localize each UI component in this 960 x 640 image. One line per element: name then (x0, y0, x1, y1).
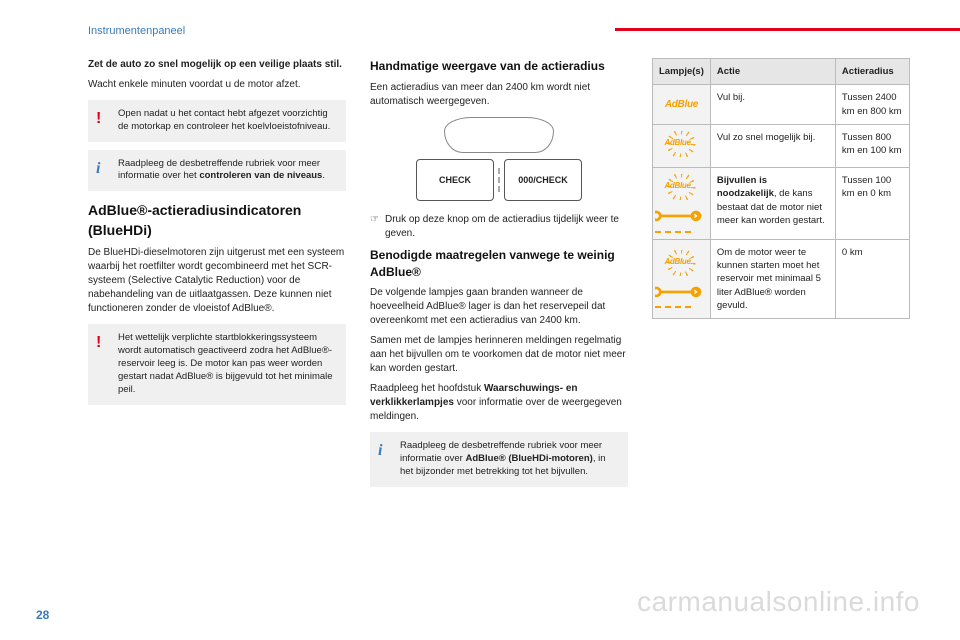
content-columns: Zet de auto zo snel mogelijk op een veil… (88, 58, 910, 590)
info-icon: i (378, 440, 382, 462)
table-head-action: Actie (710, 59, 835, 85)
bullet-press-button-text: Druk op deze knop om de actieradius tijd… (385, 213, 628, 241)
lamp-icon-cell: AdBlue (653, 85, 711, 125)
table-action: Vul bij. (710, 85, 835, 125)
callout-info-adblue-refill: i Raadpleeg de desbetreffende rubriek vo… (370, 432, 628, 486)
lamp-icon-cell: AdBlue (653, 124, 711, 167)
adblue-burst-icon: AdBlue (661, 174, 701, 200)
callout-warn-startlock: ! Het wettelijk verplichte startblokkeri… (88, 324, 346, 404)
column-2: Handmatige weergave van de actieradius E… (370, 58, 628, 590)
table-range: Tussen 2400 km en 800 km (835, 85, 909, 125)
callout-info-levels-text-b: controleren van de niveaus (199, 170, 322, 181)
header-red-bar (615, 28, 960, 31)
column-3: Lampje(s) Actie Actieradius AdBlue Vul b… (652, 58, 910, 590)
table-row: AdBlue Vul bij. Tussen 2400 km en 800 km (653, 85, 910, 125)
paragraph-lamps: De volgende lampjes gaan branden wanneer… (370, 286, 628, 328)
table-range: 0 km (835, 239, 909, 318)
info-icon: i (96, 158, 100, 180)
bullet-press-button: ☞ Druk op deze knop om de actieradius ti… (370, 213, 628, 241)
table-range: Tussen 800 km en 100 km (835, 124, 909, 167)
table-range: Tussen 100 km en 0 km (835, 168, 909, 239)
table-row: AdBlue Om de motor weer te kunnen starte… (653, 239, 910, 318)
dashed-line-icon (655, 306, 691, 308)
dashboard-buttons: CHECK 000/CHECK (370, 159, 628, 201)
callout-info-levels-text-c: . (322, 170, 325, 181)
separator-dots-icon (498, 168, 500, 192)
paragraph-reference: Raadpleeg het hoofdstuk Waarschuwings- e… (370, 382, 628, 424)
exclamation-icon: ! (96, 332, 101, 354)
table-action: Om de motor weer te kunnen starten moet … (710, 239, 835, 318)
lamp-table: Lampje(s) Actie Actieradius AdBlue Vul b… (652, 58, 910, 319)
callout-warn-coolant-text: Open nadat u het contact hebt afgezet vo… (118, 108, 330, 132)
table-action-bold: Bijvullen is noodzakelijk (717, 175, 774, 199)
paragraph-range-2400: Een actieradius van meer dan 2400 km wor… (370, 81, 628, 109)
adblue-burst-icon: AdBlue (661, 250, 701, 276)
adblue-burst-icon: AdBlue (661, 131, 701, 157)
wrench-icon (655, 208, 708, 232)
stop-instruction-wait: Wacht enkele minuten voordat u de motor … (88, 78, 346, 92)
table-row: AdBlue Bijvullen is noodzakelijk, de kan… (653, 168, 910, 239)
callout-info-adblue-b: AdBlue® (BlueHDi-motoren) (465, 453, 592, 464)
table-row: AdBlue Vul zo snel mogelijk bij. Tussen … (653, 124, 910, 167)
callout-warn-startlock-text: Het wettelijk verplichte startblokkering… (118, 332, 333, 394)
dashboard-outline-icon (444, 117, 554, 153)
heading-low-adblue: Benodigde maatregelen vanwege te weinig … (370, 247, 628, 281)
check-button-right: 000/CHECK (504, 159, 582, 201)
lamp-icon-cell: AdBlue (653, 239, 711, 318)
paragraph-bluehdi-engine: De BlueHDi-dieselmotoren zijn uitgerust … (88, 246, 346, 316)
header-title: Instrumentenpaneel (88, 25, 185, 37)
wrench-icon (655, 284, 708, 308)
adblue-text-icon: AdBlue (665, 99, 698, 110)
watermark: carmanualsonline.info (637, 586, 920, 618)
stop-instruction-bold: Zet de auto zo snel mogelijk op een veil… (88, 58, 346, 72)
table-head-range: Actieradius (835, 59, 909, 85)
dashboard-diagram: CHECK 000/CHECK (370, 117, 628, 201)
table-action: Bijvullen is noodzakelijk, de kans besta… (710, 168, 835, 239)
paragraph-reminders: Samen met de lampjes herinneren meldinge… (370, 334, 628, 376)
check-button-left: CHECK (416, 159, 494, 201)
callout-info-levels: i Raadpleeg de desbetreffende rubriek vo… (88, 150, 346, 192)
heading-manual-range: Handmatige weergave van de actieradius (370, 58, 628, 75)
table-head-lamp: Lampje(s) (653, 59, 711, 85)
lamp-icon-cell: AdBlue (653, 168, 711, 239)
dashed-line-icon (655, 231, 691, 233)
table-header-row: Lampje(s) Actie Actieradius (653, 59, 910, 85)
table-action: Vul zo snel mogelijk bij. (710, 124, 835, 167)
page-number: 28 (36, 608, 49, 622)
callout-warn-coolant: ! Open nadat u het contact hebt afgezet … (88, 100, 346, 142)
column-1: Zet de auto zo snel mogelijk op een veil… (88, 58, 346, 590)
exclamation-icon: ! (96, 108, 101, 130)
paragraph-reference-a: Raadpleeg het hoofdstuk (370, 383, 484, 394)
heading-adblue-indicators: AdBlue®-actieradiusindicatoren (BlueHDi) (88, 201, 346, 240)
pointer-icon: ☞ (370, 213, 379, 241)
